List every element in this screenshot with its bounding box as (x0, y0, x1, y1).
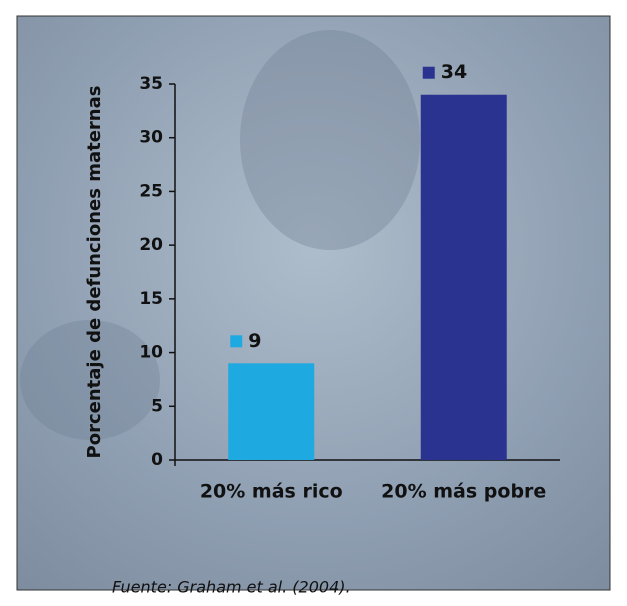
y-tick-label: 35 (139, 74, 163, 94)
photo-shape (240, 30, 420, 250)
value-marker (230, 335, 243, 348)
value-marker (422, 66, 435, 79)
bar (420, 94, 507, 460)
y-tick-label: 15 (139, 289, 163, 309)
y-axis-label: Porcentaje de defunciones maternas (84, 86, 105, 459)
x-tick-label: 20% más pobre (381, 481, 546, 503)
y-tick-label: 20 (139, 235, 163, 255)
value-label: 34 (441, 61, 467, 83)
y-tick-label: 10 (139, 343, 163, 363)
bar (228, 363, 315, 460)
photo-background (16, 15, 611, 591)
value-label: 9 (248, 330, 261, 352)
photo-shape (20, 320, 160, 440)
y-tick-label: 5 (151, 396, 163, 416)
y-tick-label: 30 (139, 128, 163, 148)
y-tick-label: 0 (151, 450, 163, 470)
y-tick-label: 25 (139, 181, 163, 201)
source-note: Fuente: Graham et al. (2004). (112, 578, 351, 597)
x-tick-label: 20% más rico (200, 481, 343, 503)
